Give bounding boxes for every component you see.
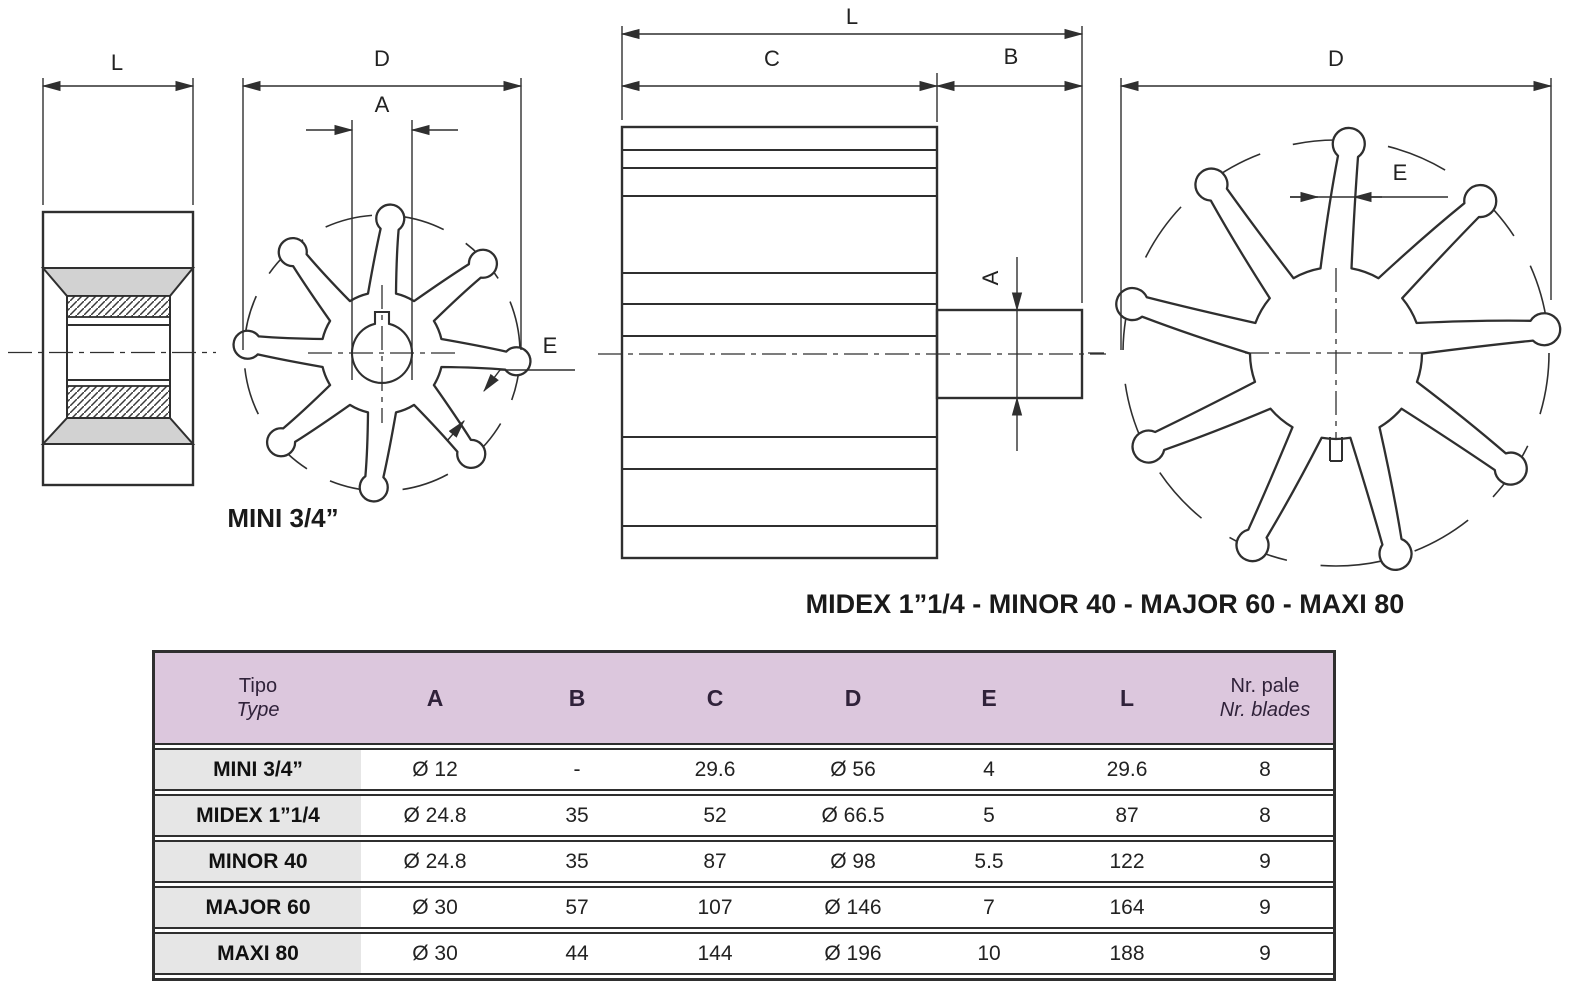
cell-C: 52 bbox=[703, 803, 727, 827]
row-label: MINOR 40 bbox=[155, 842, 361, 881]
cell-L: 29.6 bbox=[1106, 757, 1148, 781]
cell-L: 87 bbox=[1115, 803, 1139, 827]
col-header-C: C bbox=[706, 684, 724, 711]
impeller-outline-9-blades bbox=[1115, 126, 1562, 571]
dim-label-E: E bbox=[1393, 160, 1408, 185]
shaft bbox=[935, 308, 1084, 400]
row-label: MINI 3/4” bbox=[155, 750, 361, 789]
cell-A: Ø 24.8 bbox=[403, 849, 467, 873]
col-header-blades: Nr. pale Nr. blades bbox=[1197, 674, 1333, 722]
dim-label-D: D bbox=[374, 46, 390, 71]
caption-group: MIDEX 1”1/4 - MINOR 40 - MAJOR 60 - MAXI… bbox=[806, 589, 1405, 619]
caption-mini: MINI 3/4” bbox=[227, 503, 338, 533]
cell-C: 87 bbox=[703, 849, 727, 873]
lower-insert-hatch bbox=[66, 385, 171, 419]
col-header-B: B bbox=[568, 684, 586, 711]
cell-A: Ø 30 bbox=[412, 895, 458, 919]
mini-front-view: D A E MINI 3/4” bbox=[227, 46, 575, 533]
cell-C: 29.6 bbox=[694, 757, 736, 781]
dim-label-A: A bbox=[978, 270, 1003, 285]
cell-E: 10 bbox=[977, 941, 1001, 965]
dim-label-E: E bbox=[543, 333, 558, 358]
cell-A: Ø 12 bbox=[412, 757, 458, 781]
cell-A: Ø 24.8 bbox=[403, 803, 467, 827]
dim-label-C: C bbox=[764, 46, 780, 71]
bottom-slit bbox=[1329, 437, 1343, 462]
cell-E: 7 bbox=[983, 895, 995, 919]
table-row: MINI 3/4” Ø 12 - 29.6 Ø 56 4 29.6 8 bbox=[155, 748, 1333, 791]
cell-blades: 8 bbox=[1259, 803, 1271, 827]
cell-B: 35 bbox=[565, 849, 589, 873]
cell-blades: 9 bbox=[1259, 849, 1271, 873]
mini-side-view: L bbox=[8, 50, 216, 487]
table-row: MIDEX 1”1/4 Ø 24.8 35 52 Ø 66.5 5 87 8 bbox=[155, 794, 1333, 837]
row-label: MAXI 80 bbox=[155, 934, 361, 973]
dim-label-L: L bbox=[846, 4, 858, 29]
col-header-type-en: Type bbox=[236, 699, 280, 721]
lower-seal-wedge bbox=[40, 417, 196, 445]
row-label: MIDEX 1”1/4 bbox=[155, 796, 361, 835]
cell-D: Ø 196 bbox=[824, 941, 882, 965]
table-header-row: Tipo Type A B C D E L Nr. pale Nr. blade… bbox=[155, 653, 1333, 745]
cell-B: 57 bbox=[565, 895, 589, 919]
cell-L: 188 bbox=[1109, 941, 1145, 965]
dim-label-B: B bbox=[1004, 44, 1019, 69]
cell-D: Ø 146 bbox=[824, 895, 882, 919]
col-header-blades-en: Nr. blades bbox=[1219, 699, 1311, 721]
cell-E: 5 bbox=[983, 803, 995, 827]
col-header-type: Tipo Type bbox=[155, 674, 361, 722]
cell-L: 164 bbox=[1109, 895, 1145, 919]
col-header-D: D bbox=[844, 684, 862, 711]
cell-L: 122 bbox=[1109, 849, 1145, 873]
group-side-view: L C B A bbox=[598, 4, 1106, 560]
group-front-view: D E MIDEX 1”1/4 - MINOR 40 - MAJOR 60 - … bbox=[806, 46, 1562, 619]
cell-E: 4 bbox=[983, 757, 995, 781]
cell-blades: 8 bbox=[1259, 757, 1271, 781]
cell-B: 44 bbox=[565, 941, 589, 965]
cell-B: - bbox=[573, 757, 581, 781]
col-header-blades-it: Nr. pale bbox=[1230, 675, 1300, 697]
table-row: MINOR 40 Ø 24.8 35 87 Ø 98 5.5 122 9 bbox=[155, 840, 1333, 883]
blade-edge-lines bbox=[622, 149, 937, 527]
cell-blades: 9 bbox=[1259, 895, 1271, 919]
cell-A: Ø 30 bbox=[412, 941, 458, 965]
cell-C: 107 bbox=[697, 895, 733, 919]
col-header-type-it: Tipo bbox=[238, 675, 278, 697]
col-header-L: L bbox=[1119, 684, 1135, 711]
dimensions-table: Tipo Type A B C D E L Nr. pale Nr. blade… bbox=[152, 650, 1336, 981]
col-header-A: A bbox=[426, 684, 444, 711]
cell-E: 5.5 bbox=[974, 849, 1004, 873]
table-row: MAXI 80 Ø 30 44 144 Ø 196 10 188 9 bbox=[155, 932, 1333, 975]
cell-D: Ø 56 bbox=[830, 757, 876, 781]
col-header-E: E bbox=[981, 684, 997, 711]
dim-label-D: D bbox=[1328, 46, 1344, 71]
cell-blades: 9 bbox=[1259, 941, 1271, 965]
cell-C: 144 bbox=[697, 941, 733, 965]
upper-seal-wedge bbox=[40, 267, 196, 297]
upper-insert-hatch bbox=[66, 295, 171, 318]
table-row: MAJOR 60 Ø 30 57 107 Ø 146 7 164 9 bbox=[155, 886, 1333, 929]
dim-label-L: L bbox=[111, 50, 123, 75]
cell-D: Ø 66.5 bbox=[821, 803, 885, 827]
cell-D: Ø 98 bbox=[830, 849, 876, 873]
technical-drawing: L D A E MINI 3/4” bbox=[8, 4, 1562, 619]
cell-B: 35 bbox=[565, 803, 589, 827]
row-label: MAJOR 60 bbox=[155, 888, 361, 927]
dim-label-A: A bbox=[375, 92, 390, 117]
